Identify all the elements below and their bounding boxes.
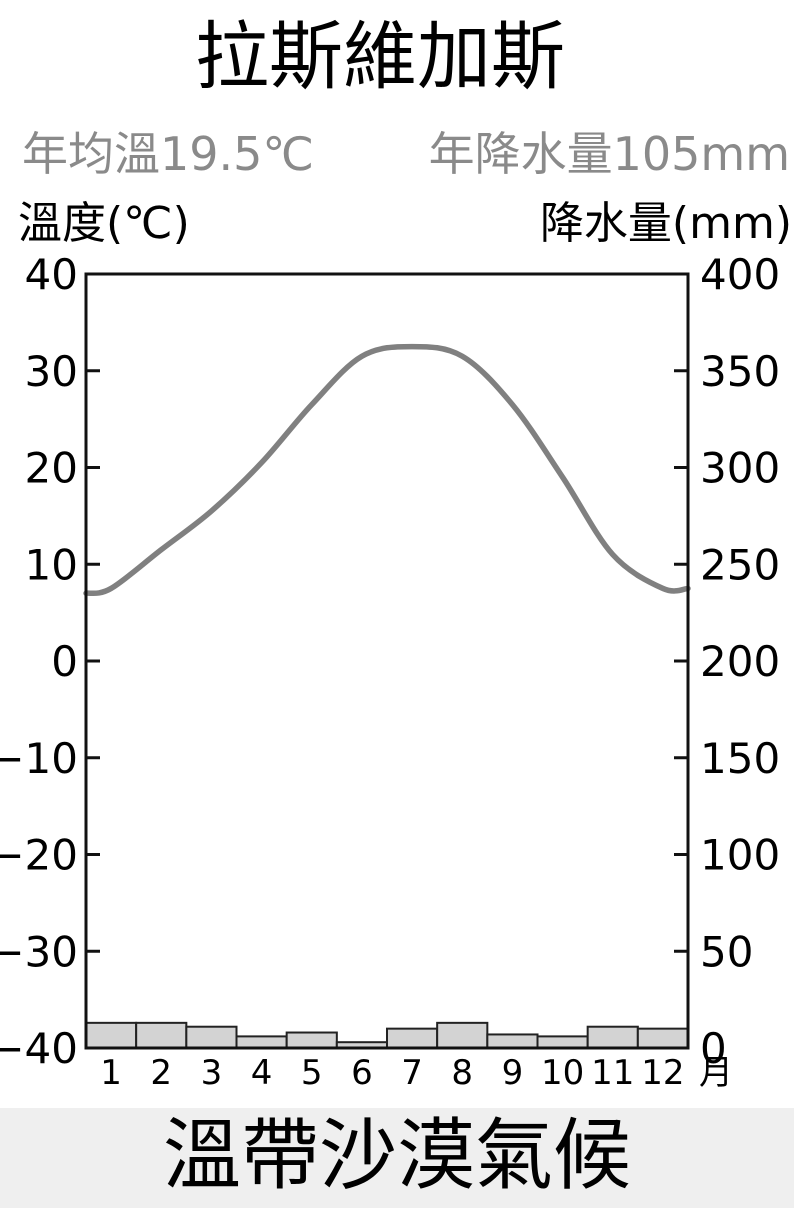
plot-area-frame: [84, 272, 690, 1050]
climate-type-label: 溫帶沙漠氣候: [163, 1111, 631, 1201]
month-label: 9: [502, 1053, 524, 1093]
month-label: 4: [251, 1053, 273, 1093]
month-label: 5: [301, 1053, 323, 1093]
left-axis-tick-label: −10: [0, 734, 78, 783]
right-axis-tick-label: 0: [700, 1024, 727, 1073]
precipitation-bar: [486, 1033, 539, 1049]
left-axis-title: 溫度(℃): [18, 198, 190, 249]
month-label: 10: [541, 1053, 584, 1093]
precipitation-bar: [636, 1027, 689, 1050]
left-axis-tick-label: −40: [0, 1024, 78, 1073]
month-label: 6: [351, 1053, 373, 1093]
right-axis-tick-label: 300: [700, 444, 780, 493]
precipitation-bar: [235, 1035, 288, 1050]
left-axis-tick-label: 40: [25, 250, 78, 299]
precipitation-bar: [536, 1035, 589, 1050]
precipitation-bar: [135, 1021, 188, 1049]
annual-precipitation-stat: 年降水量105mm: [429, 127, 790, 181]
annual-temperature-stat: 年均溫19.5℃: [22, 127, 314, 181]
right-axis-labels: 400 350 300 250 200 150 100 50 0: [700, 250, 780, 1073]
month-label: 3: [201, 1053, 223, 1093]
right-axis-tick-label: 200: [700, 637, 780, 686]
month-label: 12: [641, 1053, 684, 1093]
month-label: 7: [401, 1053, 423, 1093]
left-axis-tick-label: 20: [25, 444, 78, 493]
precipitation-bar: [85, 1021, 138, 1049]
temperature-line: [83, 343, 691, 597]
right-axis-tick-label: 400: [700, 250, 780, 299]
precipitation-bar: [586, 1025, 639, 1049]
right-axis-tick-label: 100: [700, 831, 780, 880]
right-axis-tick-label: 50: [700, 927, 753, 976]
left-axis-tick-label: −30: [0, 927, 78, 976]
right-axis-tick-label: 350: [700, 347, 780, 396]
left-axis-ticks: [86, 272, 100, 1050]
precipitation-bars: [85, 1021, 689, 1050]
month-label: 8: [451, 1053, 473, 1093]
month-label: 11: [591, 1053, 634, 1093]
month-label: 1: [100, 1053, 122, 1093]
precipitation-bar: [386, 1027, 439, 1050]
right-axis-title: 降水量(mm): [540, 198, 792, 249]
precipitation-bar: [185, 1025, 238, 1049]
left-axis-tick-label: 10: [25, 540, 78, 589]
chart-title: 拉斯維加斯: [195, 14, 565, 100]
right-axis-ticks: [674, 272, 688, 1050]
precipitation-bar: [285, 1031, 338, 1050]
month-unit-label: 月: [699, 1053, 733, 1093]
month-labels: 1 2 3 4 5 6 7 8 9 10 11 12: [100, 1053, 684, 1093]
left-axis-tick-label: −20: [0, 831, 78, 880]
footer-band: [0, 1108, 794, 1208]
precipitation-bar: [436, 1021, 489, 1049]
right-axis-tick-label: 150: [700, 734, 780, 783]
month-label: 2: [150, 1053, 172, 1093]
left-axis-tick-label: 0: [51, 637, 78, 686]
right-axis-tick-label: 250: [700, 540, 780, 589]
left-axis-tick-label: 30: [25, 347, 78, 396]
left-axis-labels: 40 30 20 10 0 −10 −20 −30 −40: [0, 250, 78, 1073]
